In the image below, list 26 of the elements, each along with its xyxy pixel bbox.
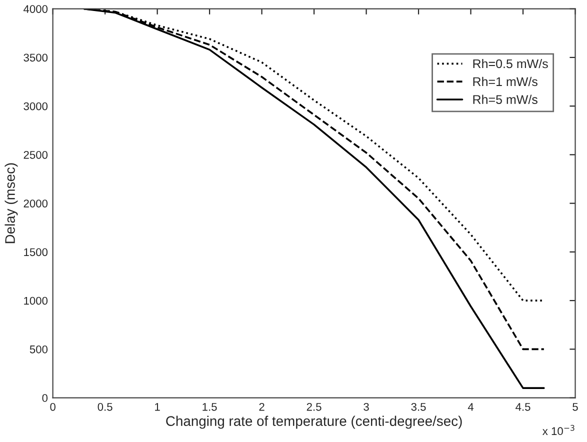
x-tick-label: 1.5 xyxy=(202,403,217,411)
x-tick-label: 0.5 xyxy=(98,402,112,411)
x-tick-label: 4 xyxy=(468,403,474,411)
y-axis-title: Delay (msec) xyxy=(4,163,18,244)
y-tick-label: 500 xyxy=(30,345,48,354)
legend-label: Rh=0.5 mW/s xyxy=(473,58,548,68)
x-tick-label: 4.5 xyxy=(516,403,530,411)
y-tick-label: 0 xyxy=(42,394,48,402)
y-tick-label: 2000 xyxy=(24,200,48,208)
text: x 10$^{−3}$ xyxy=(542,424,574,436)
x-axis-title: Changing rate of temperature (centi-degree/sec) xyxy=(166,416,462,429)
x-tick-label: 5 xyxy=(572,403,578,411)
x-tick-label: 3 xyxy=(364,402,369,411)
legend-label: Rh=1 mW/s xyxy=(473,76,538,86)
x-tick-label: 1 xyxy=(155,403,160,411)
y-tick-label: 1500 xyxy=(24,248,48,256)
x-tick-label: 3.5 xyxy=(411,402,426,411)
x-tick-label: 0 xyxy=(50,402,56,411)
y-tick-label: 3000 xyxy=(24,102,48,110)
y-tick-label: 2500 xyxy=(24,150,48,159)
y-tick-label: 1000 xyxy=(24,296,48,305)
legend-label: Rh=5 mW/s xyxy=(473,94,538,104)
x-tick-label: 2 xyxy=(259,402,264,411)
y-tick-label: 4000 xyxy=(24,5,48,13)
y-tick-label: 3500 xyxy=(24,54,48,62)
x-tick-label: 2.5 xyxy=(306,402,322,411)
